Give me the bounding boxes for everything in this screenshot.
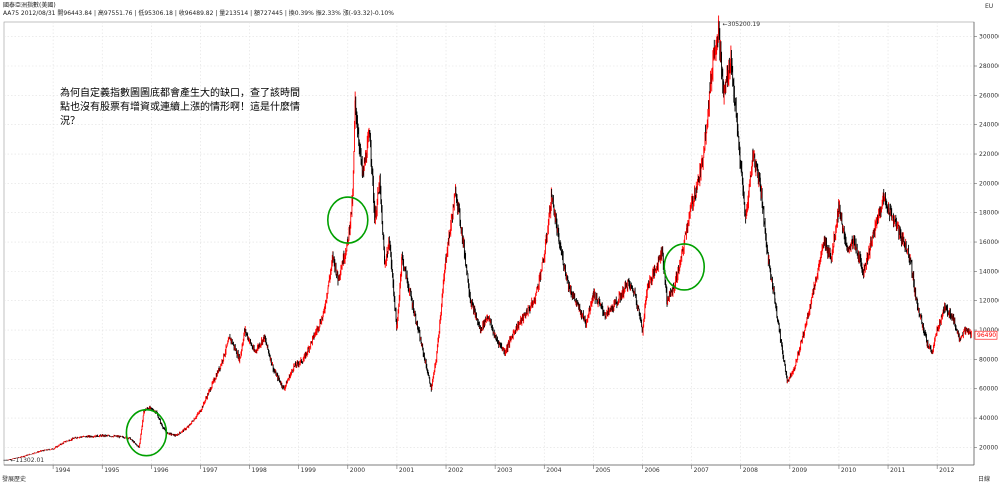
price-series xyxy=(6,15,972,461)
annotation-line-3: 況？ xyxy=(60,115,80,127)
top-right-label: EU xyxy=(985,3,993,10)
x-tick-label: 2005 xyxy=(595,467,610,474)
highlight-circle xyxy=(663,243,706,291)
chart-title: 國泰亞洲指數(美國) xyxy=(3,1,56,9)
x-tick-label: 2010 xyxy=(841,467,856,474)
y-tick-label: 120000 xyxy=(979,298,999,305)
x-tick-label: 1999 xyxy=(301,467,316,474)
y-tick-label: 80000 xyxy=(979,356,998,363)
x-tick-label: 2000 xyxy=(350,467,365,474)
chart-labels: ←11302.01 ←305200.19 96490 xyxy=(3,21,998,464)
x-tick-label: 2012 xyxy=(939,467,954,474)
bottom-left-label: 發展歷史 xyxy=(2,475,26,483)
y-tick-label: 100000 xyxy=(979,327,999,334)
bottom-right-label: 日線 xyxy=(978,475,990,483)
x-axis: 1994 1995 1996 1997 1998 1999 2000 2001 2002 2003… xyxy=(4,464,974,474)
x-tick-label: 2007 xyxy=(694,467,709,474)
y-tick-label: 260000 xyxy=(979,92,999,99)
x-tick-label: 2006 xyxy=(644,467,659,474)
highlight-circle xyxy=(125,408,168,457)
last-value-label: 96490 xyxy=(977,332,996,339)
y-axis: 20000 40000 60000 80000 100000 120000 140000 16… xyxy=(973,22,999,465)
quote-line: AA75 2012/08/31 開96443.84 | 高97551.76 | … xyxy=(3,9,394,17)
x-tick-label: 1994 xyxy=(55,467,70,474)
x-tick-label: 2004 xyxy=(546,467,561,474)
x-tick-label: 2001 xyxy=(399,467,414,474)
y-tick-label: 200000 xyxy=(979,180,999,187)
y-tick-label: 300000 xyxy=(979,34,999,41)
last-value-box xyxy=(974,330,998,340)
y-tick-label: 180000 xyxy=(979,210,999,217)
x-tick-label: 2002 xyxy=(448,467,463,474)
grid-lines xyxy=(3,21,975,466)
x-tick-label: 1997 xyxy=(202,467,217,474)
y-tick-label: 220000 xyxy=(979,151,999,158)
x-tick-label: 2009 xyxy=(792,467,807,474)
x-tick-label: 2011 xyxy=(890,467,905,474)
high-value-label: ←305200.19 xyxy=(723,21,761,28)
x-tick-label: 1995 xyxy=(104,467,119,474)
y-tick-label: 240000 xyxy=(979,122,999,129)
y-tick-label: 40000 xyxy=(979,415,998,422)
y-tick-label: 60000 xyxy=(979,386,998,393)
low-value-label: ←11302.01 xyxy=(10,457,44,464)
x-tick-label: 1998 xyxy=(252,467,267,474)
y-tick-label: 140000 xyxy=(979,268,999,275)
x-tick-label: 2008 xyxy=(743,467,758,474)
highlight-circles xyxy=(125,196,706,457)
y-tick-label: 160000 xyxy=(979,239,999,246)
highlight-circle xyxy=(326,196,369,244)
annotation-line-2: 點也沒有股票有增資或連續上漲的情形啊！這是什麼情 xyxy=(60,100,300,113)
x-tick-label: 1996 xyxy=(153,467,168,474)
y-tick-label: 20000 xyxy=(979,444,998,451)
y-tick-label: 280000 xyxy=(979,63,999,70)
annotation-line-1: 為何自定義指數圖圖底都會產生大的缺口，查了該時間 xyxy=(60,86,300,99)
x-tick-label: 2003 xyxy=(497,467,512,474)
